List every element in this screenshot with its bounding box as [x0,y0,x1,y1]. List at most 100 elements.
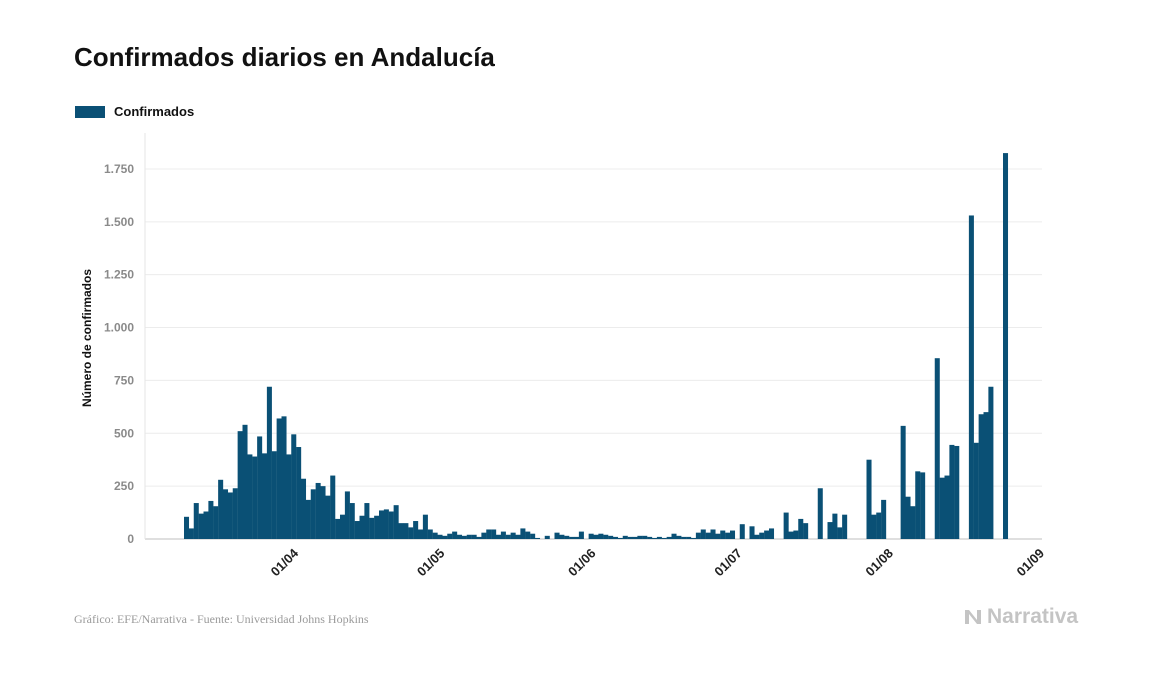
bar [320,486,326,539]
bar [876,512,882,539]
bar [374,515,380,539]
bar [276,418,282,539]
bar [266,386,272,539]
bar [793,530,799,539]
bar [291,434,297,539]
bar [944,475,950,539]
bar [198,513,204,540]
bar [223,489,229,539]
bar [286,454,292,539]
bar [379,510,385,539]
bar [208,500,214,539]
bar [203,511,209,539]
bar [632,536,638,539]
bar [349,503,355,539]
bar [457,534,463,539]
bar [359,515,365,539]
x-tick-label: 01/06 [565,546,599,580]
bar [866,459,872,539]
bar [383,509,389,539]
bar [466,534,472,539]
bar [340,514,346,539]
bar [491,529,497,539]
bar [968,215,974,539]
bar [730,530,736,539]
bar [827,522,833,539]
bar [408,527,414,539]
y-tick-label: 250 [114,479,134,493]
bar [671,533,677,539]
bar [393,505,399,539]
bar [661,537,667,539]
bar [710,529,716,539]
bar [656,536,662,539]
bar [305,499,311,539]
bar [237,431,243,539]
bar [262,453,268,539]
bar [910,506,916,539]
bar [188,528,194,539]
bar [608,535,614,539]
bar [973,442,979,539]
y-tick-label: 1.250 [104,268,134,282]
chart-title: Confirmados diarios en Andalucía [74,42,495,72]
bar [637,535,643,539]
bar [715,533,721,539]
bar [335,518,341,539]
bar [739,524,745,539]
bar [949,444,955,539]
bar [437,534,443,539]
bar [301,478,307,539]
brand-name: Narrativa [987,605,1079,628]
bar [442,535,448,539]
bar [642,535,648,539]
bar [695,532,701,539]
bar [369,517,375,539]
bar [520,528,526,539]
bar [525,531,531,539]
y-tick-label: 0 [127,532,134,546]
bar [515,534,521,539]
bar [213,506,219,539]
bar [344,491,350,539]
bar [330,475,336,539]
bar [325,495,331,539]
bar [681,536,687,539]
bar [422,514,428,539]
bar [705,532,711,539]
bar [700,529,706,539]
bar [574,536,580,539]
bar [554,532,560,539]
bar [252,456,258,539]
x-tick-label: 01/09 [1014,546,1048,580]
bar [988,386,994,539]
bar [725,532,731,539]
bar [227,492,233,539]
bar [978,414,984,539]
bar [413,521,419,539]
y-tick-label: 500 [114,426,134,440]
bar [647,536,653,539]
bar [242,424,248,539]
bar [544,535,550,539]
bar [788,531,794,539]
bar [310,489,316,539]
bar [388,511,394,539]
bars [184,153,1009,540]
bar [676,535,682,539]
source-note: Gráfico: EFE/Narrativa - Fuente: Univers… [74,612,369,626]
bar [271,451,277,539]
bar [764,530,770,539]
bar [559,534,565,539]
bar [593,534,599,539]
gridlines [144,133,1042,540]
x-tick-label: 01/04 [268,545,302,579]
bar [754,534,760,539]
bar [622,535,628,539]
x-tick-label: 01/05 [414,546,448,580]
bar [759,532,765,539]
bar [803,523,809,539]
bar [983,412,989,540]
bar [500,531,506,539]
